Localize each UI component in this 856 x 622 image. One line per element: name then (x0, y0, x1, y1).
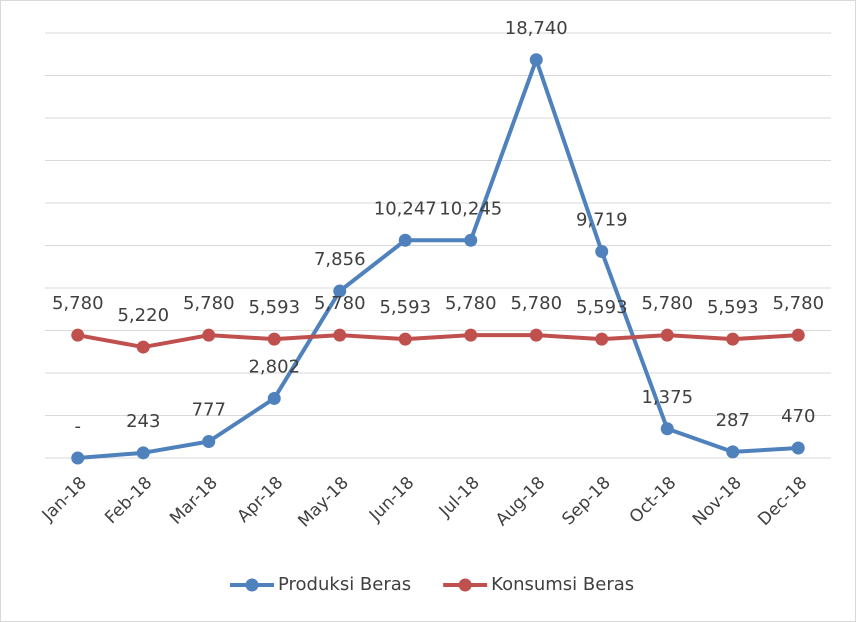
data-label: 5,780 (772, 293, 824, 314)
legend-label: Produksi Beras (278, 574, 411, 595)
legend-label: Konsumsi Beras (491, 574, 634, 595)
data-label: 5,593 (707, 297, 759, 318)
data-label: 10,245 (439, 198, 502, 219)
data-label: 2,802 (248, 356, 300, 377)
data-point (398, 233, 412, 247)
data-label: 5,220 (117, 305, 169, 326)
data-point (202, 328, 216, 342)
data-point (267, 391, 281, 405)
data-point (660, 328, 674, 342)
data-label: 777 (192, 399, 226, 420)
data-label: - (75, 416, 82, 437)
data-point (791, 328, 805, 342)
data-point (529, 53, 543, 67)
data-label: 5,780 (641, 293, 693, 314)
series-line (77, 333, 799, 350)
data-label: 5,780 (183, 293, 235, 314)
data-label: 5,780 (445, 293, 497, 314)
data-point (398, 332, 412, 346)
data-point (791, 441, 805, 455)
data-point (333, 284, 347, 298)
data-label: 5,780 (314, 293, 366, 314)
data-label: 5,593 (248, 297, 300, 318)
data-point (595, 332, 609, 346)
data-label: 10,247 (374, 198, 437, 219)
data-point (136, 340, 150, 354)
data-label: 5,593 (379, 297, 431, 318)
data-label: 5,780 (510, 293, 562, 314)
data-point (267, 332, 281, 346)
data-point (660, 422, 674, 436)
data-point (71, 328, 85, 342)
data-point (726, 332, 740, 346)
data-point (529, 328, 543, 342)
data-point (333, 328, 347, 342)
data-label: 5,593 (576, 297, 628, 318)
data-label: 5,780 (52, 293, 104, 314)
data-label: 287 (716, 410, 750, 431)
series-line (77, 57, 799, 460)
data-point (726, 445, 740, 459)
data-point (595, 244, 609, 258)
data-point (464, 233, 478, 247)
data-label: 7,856 (314, 249, 366, 270)
data-label: 18,740 (505, 18, 568, 39)
legend-marker (245, 578, 259, 592)
data-point (71, 451, 85, 465)
data-point (136, 446, 150, 460)
data-label: 1,375 (641, 387, 693, 408)
data-label: 9,719 (576, 209, 628, 230)
data-point (464, 328, 478, 342)
data-point (202, 434, 216, 448)
data-label: 243 (126, 411, 160, 432)
legend-marker (458, 578, 472, 592)
data-label: 470 (781, 406, 815, 427)
